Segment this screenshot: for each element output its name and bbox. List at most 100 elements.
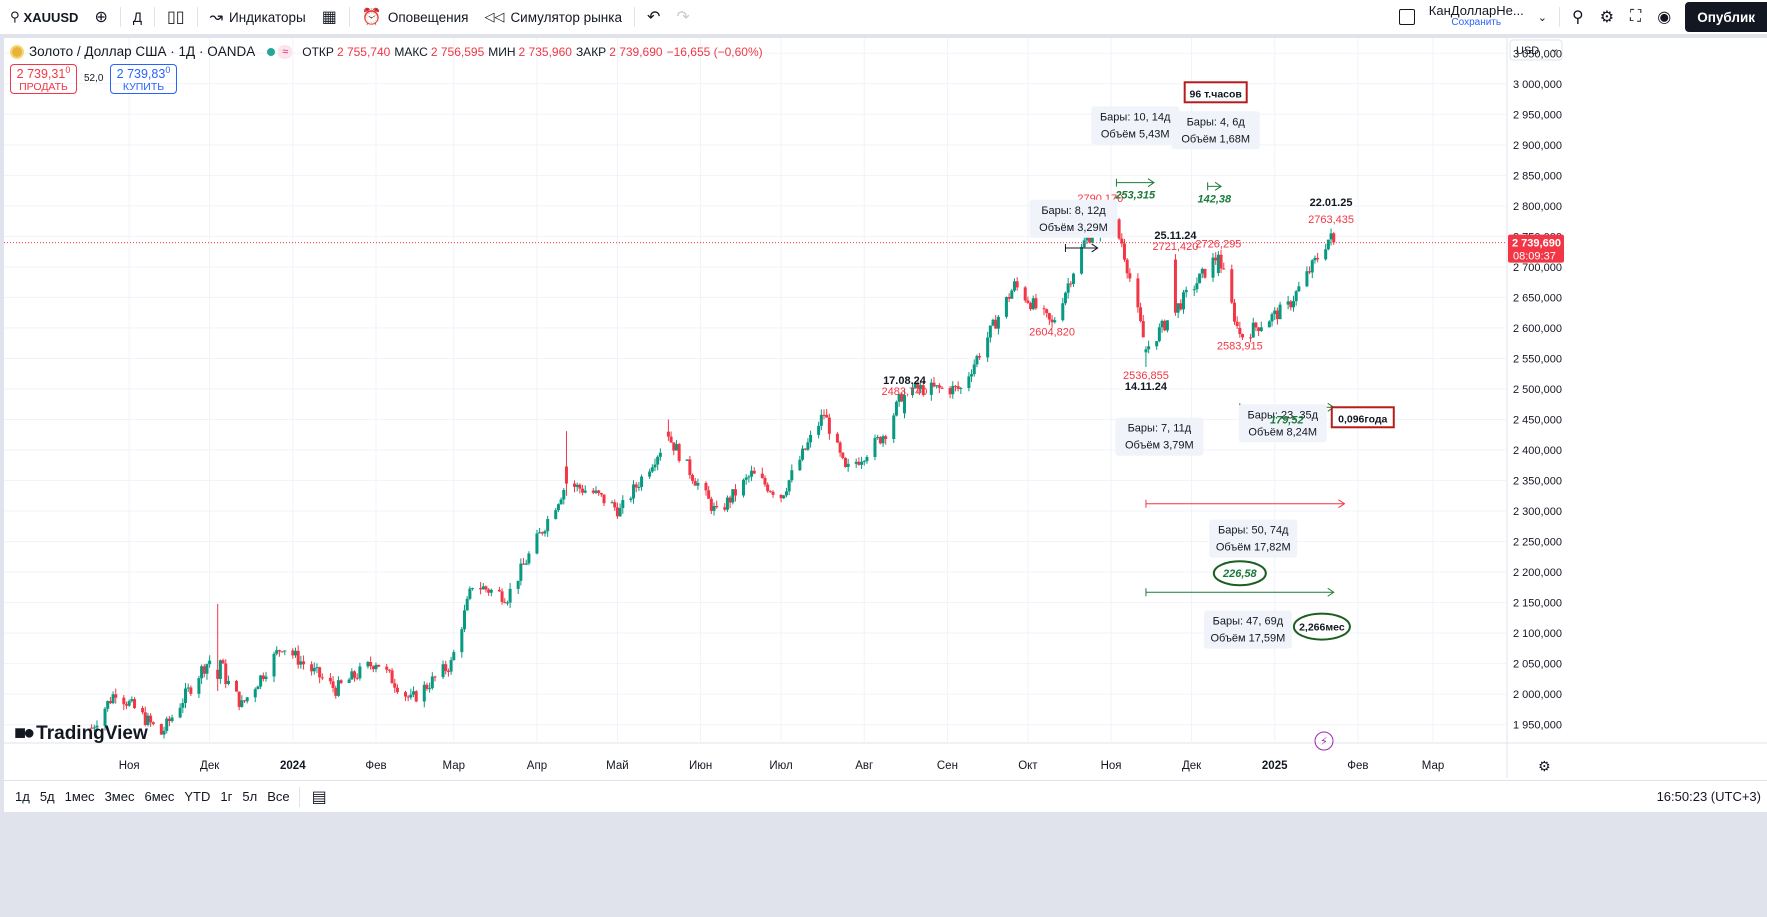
candle-body — [1254, 322, 1258, 328]
sell-price: 2 739,310 — [17, 64, 71, 81]
candle-body — [133, 699, 137, 709]
layout-dropdown[interactable]: ⌄ — [1530, 0, 1555, 34]
y-tick-label: 2 000,000 — [1513, 689, 1562, 701]
fullscreen-icon: ⛶ — [1630, 8, 1642, 25]
layout-menu[interactable]: КанДолларНе... Сохранить — [1423, 4, 1530, 29]
candle-body — [468, 588, 472, 599]
candle-body — [205, 664, 209, 674]
quick-search-button[interactable]: ⚲ — [1564, 0, 1592, 34]
timezone-clock[interactable]: 16:50:23 (UTC+3) — [1656, 789, 1761, 804]
range-button[interactable]: 6мес — [144, 789, 175, 804]
alerts-button[interactable]: ⏰ Оповещения — [354, 0, 477, 34]
fullscreen-button[interactable]: ⛶ — [1622, 0, 1649, 34]
open-value: 2 755,740 — [336, 44, 391, 59]
candle-body — [688, 459, 692, 476]
price-annotation: 2536,855 — [1123, 370, 1169, 382]
lightning-button[interactable] — [1314, 731, 1334, 751]
candle-body — [1066, 283, 1070, 293]
data-status-badge[interactable]: ≈ — [278, 44, 293, 59]
frame-border-left — [0, 34, 4, 917]
range-button[interactable]: 5л — [242, 789, 258, 804]
candle-body — [428, 688, 432, 690]
candle-body — [1182, 292, 1186, 310]
snapshot-button[interactable]: ◉ — [1649, 0, 1679, 34]
candle-body — [1085, 237, 1089, 241]
chart-type-button[interactable]: ▯▯ — [159, 0, 193, 34]
candle-body — [1222, 268, 1226, 270]
publish-button[interactable]: Опублик — [1685, 2, 1767, 32]
symbol-search-button[interactable]: ⚲ XAUUSD — [0, 0, 86, 34]
candle-body — [106, 701, 110, 709]
candle-body — [1047, 313, 1051, 320]
settings-button[interactable]: ⚙ — [1592, 0, 1622, 34]
range-button[interactable]: 3мес — [104, 789, 135, 804]
range-button[interactable]: 1д — [15, 789, 30, 804]
undo-icon: ↶ — [646, 9, 661, 26]
indicators-icon: ↝ — [209, 9, 224, 26]
candle-body — [1313, 257, 1317, 261]
chart-pane[interactable]: USD ⌄ 3 050,000 3 000,000 2 950,000 2 900,000… — [4, 38, 1767, 778]
measure-info-box — [1171, 111, 1260, 150]
goto-date-button[interactable]: ▤ — [304, 780, 335, 814]
tradingview-logo[interactable]: ■● TradingView — [14, 722, 148, 745]
candle-body — [277, 650, 281, 652]
candle-body — [1211, 257, 1215, 278]
y-tick-label: 2 550,000 — [1513, 353, 1562, 365]
candle-body — [637, 486, 641, 488]
candle-body — [573, 483, 577, 487]
indicators-button[interactable]: ↝ Индикаторы — [202, 0, 314, 34]
candle-body — [1031, 298, 1035, 310]
range-button[interactable]: 1г — [220, 789, 233, 804]
candle-body — [433, 676, 437, 678]
layout-checkbox[interactable] — [1391, 0, 1423, 34]
candle-body — [149, 715, 153, 723]
candle-body — [1053, 320, 1057, 323]
range-button[interactable]: YTD — [184, 789, 211, 804]
x-tick-label: Май — [606, 760, 629, 772]
buy-button[interactable]: 2 739,830 КУПИТЬ — [110, 64, 177, 94]
candle-body — [747, 476, 751, 478]
rewind-icon: ◁◁ — [484, 9, 505, 24]
price-annotation: 2726,295 — [1195, 238, 1241, 250]
candle-body — [884, 436, 888, 439]
price-axis[interactable] — [1507, 38, 1767, 778]
interval-button[interactable]: Д — [132, 9, 142, 25]
sell-button[interactable]: 2 739,310 ПРОДАТЬ — [10, 64, 77, 94]
candle-body — [366, 661, 370, 667]
candle-body — [320, 677, 324, 679]
candle-body — [90, 727, 94, 729]
candle-body — [1050, 319, 1054, 323]
currency-selector[interactable] — [1509, 39, 1563, 61]
measure-arrowhead — [1327, 587, 1335, 597]
compare-button[interactable]: ⊕ — [86, 0, 115, 34]
change-value: −16,655 (−0,60%) — [666, 44, 763, 59]
magnifier-icon: ⚲ — [1571, 9, 1584, 26]
candle-body — [409, 694, 413, 698]
range-button[interactable]: Все — [267, 789, 290, 804]
candle-body — [640, 476, 644, 487]
candle-body — [1042, 308, 1046, 310]
candle-body — [1305, 271, 1309, 287]
range-button[interactable]: 5д — [39, 789, 55, 804]
frame-border-top — [0, 34, 1767, 38]
replay-button[interactable]: ◁◁ Симулятор рынка — [476, 0, 630, 34]
candle-body — [666, 431, 670, 437]
redo-button[interactable]: ↷ — [668, 0, 697, 34]
candle-body — [1308, 271, 1312, 273]
candle-body — [556, 504, 560, 511]
candle-body — [159, 724, 163, 735]
candle-body — [200, 666, 204, 679]
templates-button[interactable]: ▦ — [314, 0, 345, 34]
undo-button[interactable]: ↶ — [639, 0, 668, 34]
sell-price-pip: 0 — [65, 64, 71, 75]
x-tick-label: Ноя — [1101, 760, 1122, 772]
candle-body — [653, 464, 657, 468]
candle-body — [487, 589, 491, 593]
candle-body — [1179, 303, 1183, 310]
calendar-icon: ▤ — [311, 788, 327, 806]
candle-body — [1163, 320, 1167, 331]
price-chart[interactable]: USD ⌄3 050,000 3 000,000 2 950,000 2 900,000… — [4, 38, 1767, 778]
bottom-toolbar: 1д 5д 1мес 3мес 6мес YTD 1г 5л Все ▤ 16:50:23 (U… — [0, 780, 1767, 812]
bar-countdown: 08:09:37 — [1513, 251, 1556, 263]
range-button[interactable]: 1мес — [64, 789, 95, 804]
